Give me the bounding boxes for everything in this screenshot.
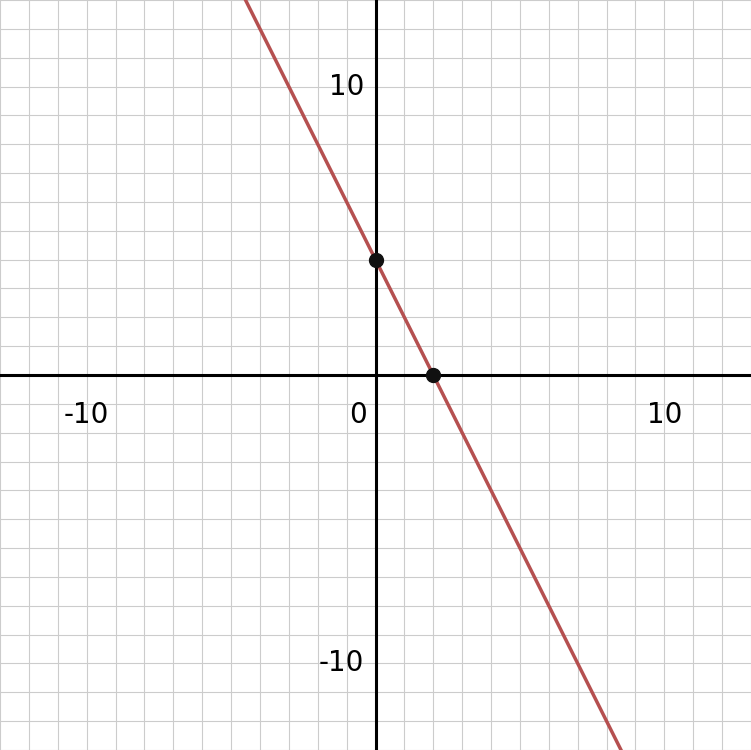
Text: -10: -10	[318, 650, 364, 677]
Text: 10: 10	[329, 73, 364, 100]
Point	[427, 369, 439, 381]
Point	[369, 254, 382, 266]
Text: -10: -10	[64, 401, 110, 429]
Text: 10: 10	[647, 401, 682, 429]
Text: 0: 0	[349, 401, 366, 429]
